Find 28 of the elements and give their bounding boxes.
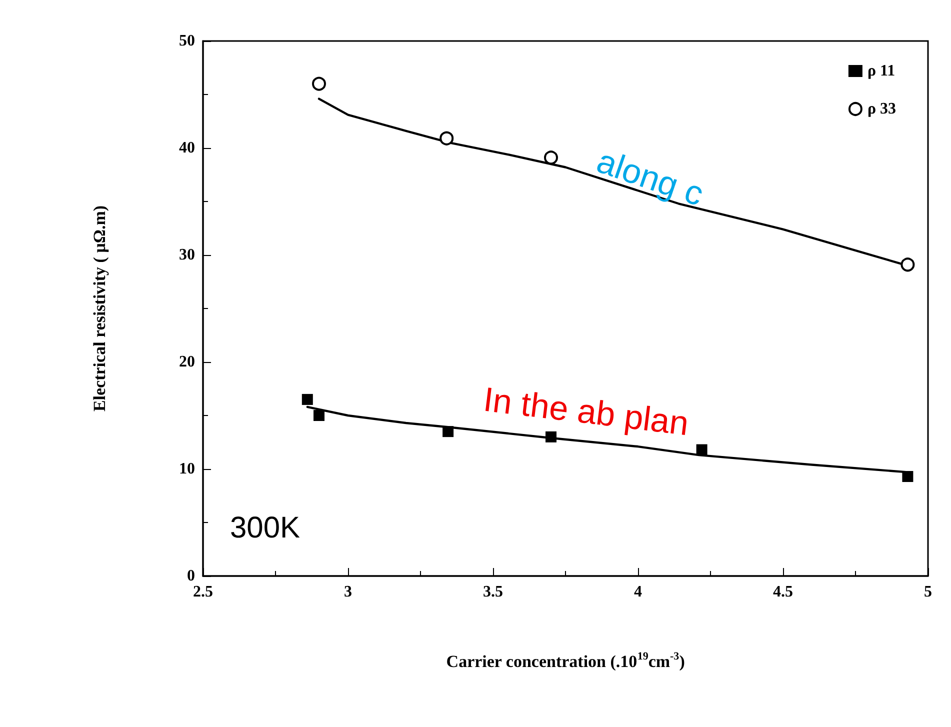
legend-label: ρ 33: [867, 100, 896, 118]
x-tick-label: 5: [924, 584, 932, 600]
x-tick-label: 4.5: [773, 584, 793, 600]
x-tick-label: 4: [634, 584, 642, 600]
point: [442, 426, 454, 438]
y-tick-label: 20: [179, 354, 195, 370]
annotation: In the ab plan: [481, 380, 691, 444]
x-tick-label: 3: [344, 584, 352, 600]
point: [312, 76, 326, 91]
y-axis-title: Electrical resistivity ( μΩ.m): [90, 205, 109, 412]
y-tick-label: 30: [179, 246, 195, 264]
point: [544, 150, 558, 165]
point: [440, 131, 454, 146]
legend-label: ρ 11: [867, 62, 896, 80]
y-tick-label: 10: [179, 460, 195, 478]
y-tick-label: 0: [187, 568, 195, 584]
annotation: 300K: [230, 512, 300, 544]
point: [546, 431, 556, 442]
point: [900, 258, 915, 272]
x-tick-label: 2.5: [193, 584, 213, 600]
y-tick-label: 40: [179, 140, 195, 156]
y-tick-label: 50: [179, 32, 195, 50]
point: [314, 410, 324, 421]
point: [696, 444, 708, 456]
annotation: along c: [592, 142, 708, 214]
point: [302, 394, 313, 405]
x-tick-label: 3.5: [483, 584, 503, 600]
point: [902, 470, 914, 482]
